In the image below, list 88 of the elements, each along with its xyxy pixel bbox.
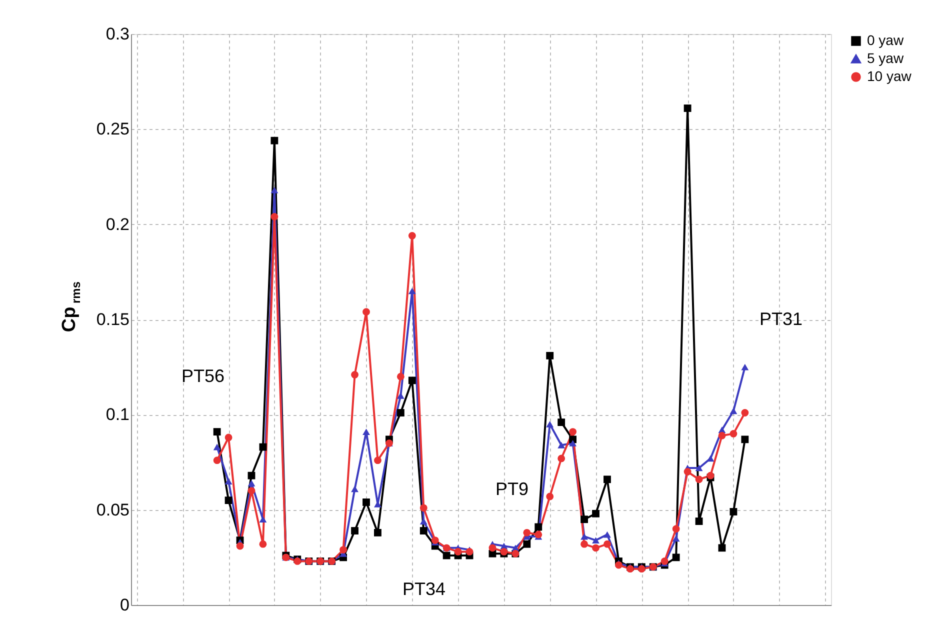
point	[454, 548, 462, 556]
point	[224, 478, 232, 484]
point	[558, 418, 566, 426]
point	[604, 476, 611, 484]
y-tick-label: 0.1	[106, 405, 130, 424]
point	[672, 535, 680, 542]
y-tick-label: 0	[120, 596, 130, 614]
point	[351, 527, 358, 534]
legend-label: 0 yaw	[867, 32, 904, 48]
point	[248, 472, 256, 480]
point	[569, 428, 577, 436]
point	[362, 498, 370, 506]
point	[351, 486, 358, 492]
y-axis-title: Cprms	[59, 281, 83, 332]
point	[420, 504, 428, 512]
point	[672, 554, 680, 562]
point	[374, 456, 382, 464]
point	[672, 525, 680, 533]
legend-label: 5 yaw	[867, 50, 904, 66]
point	[523, 540, 531, 548]
point	[604, 540, 611, 548]
point	[248, 480, 256, 486]
point	[741, 436, 749, 444]
point	[523, 528, 531, 536]
point	[695, 518, 703, 525]
legend-label: 10 yaw	[867, 68, 912, 84]
y-tick-label: 0.25	[96, 120, 130, 139]
annotation: PT34	[402, 579, 446, 599]
point	[546, 492, 554, 500]
point	[730, 430, 738, 438]
y-tick-label: 0.15	[96, 310, 130, 329]
point	[408, 376, 416, 384]
point	[741, 364, 749, 370]
annotation: PT56	[181, 366, 225, 386]
annotation: PT9	[495, 479, 529, 499]
y-tick-label: 0.3	[106, 24, 130, 44]
point	[695, 464, 703, 472]
point	[270, 186, 278, 194]
point	[340, 546, 348, 554]
point	[420, 527, 428, 534]
point	[408, 288, 416, 294]
point	[684, 104, 692, 112]
point	[259, 540, 267, 548]
point	[351, 370, 358, 378]
point	[730, 408, 738, 414]
point	[741, 409, 749, 416]
point	[236, 542, 244, 550]
y-tick-label: 0.05	[96, 500, 130, 520]
point	[396, 372, 404, 380]
point	[730, 508, 738, 516]
point	[718, 432, 726, 440]
point	[213, 428, 221, 436]
point	[592, 537, 600, 544]
point	[614, 561, 622, 569]
point	[224, 434, 232, 442]
point	[604, 531, 611, 538]
point	[259, 516, 267, 523]
point	[248, 487, 256, 494]
point	[546, 420, 554, 428]
point	[718, 544, 726, 552]
point	[569, 440, 577, 446]
point	[213, 456, 221, 464]
point	[592, 544, 600, 552]
point	[396, 409, 404, 416]
point	[408, 232, 416, 240]
point	[580, 540, 588, 548]
point	[558, 454, 566, 462]
point	[580, 533, 588, 540]
point	[534, 523, 542, 531]
point	[270, 213, 278, 220]
point	[442, 552, 450, 560]
point	[362, 428, 370, 436]
point	[580, 516, 588, 524]
point	[684, 468, 692, 476]
point	[213, 444, 221, 450]
point	[488, 544, 496, 552]
point	[362, 308, 370, 316]
point	[224, 496, 232, 504]
point	[534, 530, 542, 538]
point	[569, 436, 577, 444]
annotation: PT31	[759, 309, 803, 329]
point	[695, 476, 703, 484]
point	[592, 510, 600, 518]
point	[546, 352, 554, 360]
point	[558, 442, 566, 448]
point	[374, 528, 382, 536]
y-tick-label: 0.2	[106, 214, 130, 234]
point	[270, 136, 278, 144]
